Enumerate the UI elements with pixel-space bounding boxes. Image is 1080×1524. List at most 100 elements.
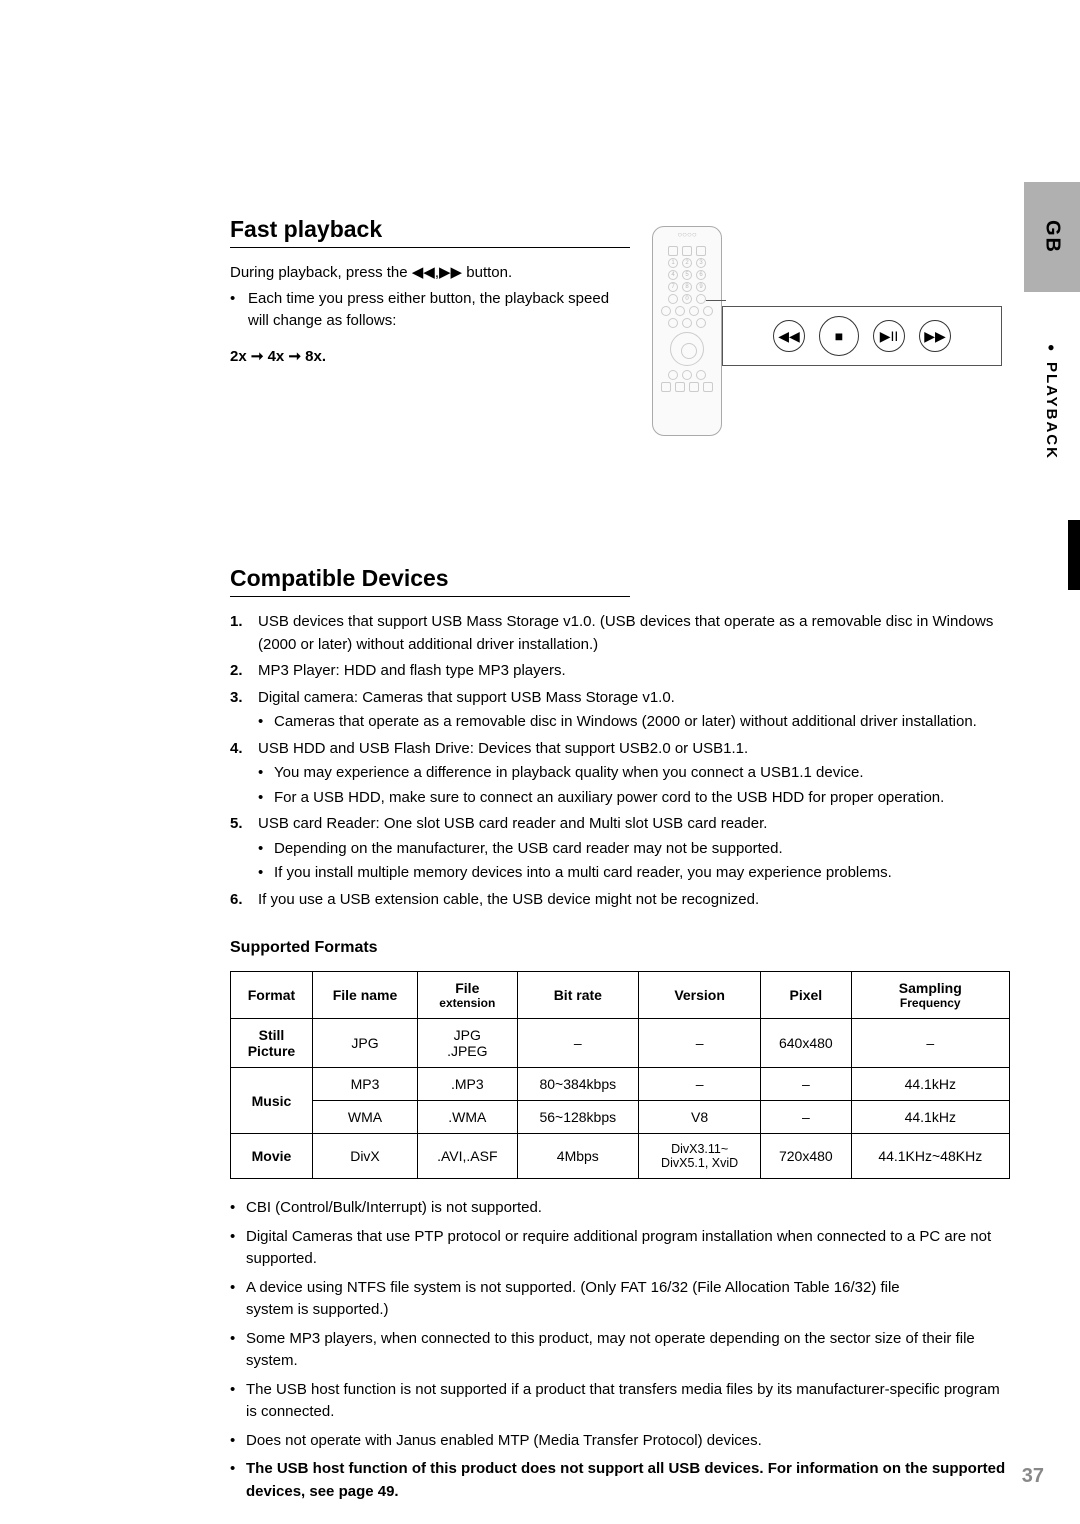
table-cell: 80~384kbps: [517, 1068, 639, 1101]
table-cell: .WMA: [418, 1101, 518, 1134]
fast-forward-icon: ▶▶: [439, 262, 462, 284]
sub-bullet-text: Depending on the manufacturer, the USB c…: [274, 838, 783, 861]
table-cell: –: [517, 1019, 639, 1068]
item-text: USB card Reader: One slot USB card reade…: [258, 813, 1010, 836]
table-cell: –: [639, 1068, 761, 1101]
item-number: 3.: [230, 687, 258, 734]
item-body: MP3 Player: HDD and flash type MP3 playe…: [258, 660, 1010, 683]
bullet-mark: •: [230, 1277, 246, 1322]
column-header: Pixel: [761, 972, 851, 1019]
bullet-mark: •: [258, 711, 274, 734]
bullet-mark: •: [258, 762, 274, 785]
notes-list: • CBI (Control/Bulk/Interrupt) is not sup…: [230, 1197, 1010, 1503]
text: During playback, press the: [230, 264, 412, 281]
play-pause-icon: ▶II: [880, 328, 899, 345]
note-text: Some MP3 players, when connected to this…: [246, 1328, 1010, 1373]
item-body: Digital camera: Cameras that support USB…: [258, 687, 1010, 734]
heading-rule: [230, 247, 630, 248]
bullet-text: Each time you press either button, the p…: [248, 288, 628, 332]
section-side-label: PLAYBACK: [1043, 340, 1060, 460]
page-number: 37: [1022, 1465, 1044, 1488]
item-number: 2.: [230, 660, 258, 683]
sub-bullet: •If you install multiple memory devices …: [258, 862, 1010, 885]
item-number: 1.: [230, 611, 258, 656]
note-item: •Digital Cameras that use PTP protocol o…: [230, 1226, 1010, 1271]
note-item: •CBI (Control/Bulk/Interrupt) is not sup…: [230, 1197, 1010, 1220]
rewind-button[interactable]: ◀◀: [773, 320, 805, 352]
note-text: A device using NTFS file system is not s…: [246, 1277, 1010, 1322]
table-row: StillPictureJPGJPG.JPEG––640x480–: [231, 1019, 1010, 1068]
list-item: 6.If you use a USB extension cable, the …: [230, 889, 1010, 912]
table-cell: 640x480: [761, 1019, 851, 1068]
remote-illustration: ○○○○ 123 456 789 0 ◀◀ ■ ▶II ▶▶: [650, 216, 1000, 436]
item-body: USB card Reader: One slot USB card reade…: [258, 813, 1010, 885]
supported-formats-table: FormatFile nameFileextensionBit rateVers…: [230, 971, 1010, 1179]
list-item: 3.Digital camera: Cameras that support U…: [230, 687, 1010, 734]
column-header: File name: [312, 972, 417, 1019]
table-cell: JPG: [312, 1019, 417, 1068]
sub-bullet: •For a USB HDD, make sure to connect an …: [258, 787, 1010, 810]
note-text: Does not operate with Janus enabled MTP …: [246, 1430, 1010, 1453]
item-body: USB devices that support USB Mass Storag…: [258, 611, 1010, 656]
text: button.: [466, 264, 512, 281]
remote-body: ○○○○ 123 456 789 0: [652, 226, 722, 436]
heading-compatible-devices: Compatible Devices: [230, 565, 630, 592]
sub-bullet: •Cameras that operate as a removable dis…: [258, 711, 1010, 734]
sub-bullet-text: If you install multiple memory devices i…: [274, 862, 892, 885]
sub-bullet-text: Cameras that operate as a removable disc…: [274, 711, 977, 734]
item-number: 6.: [230, 889, 258, 912]
table-cell: 44.1kHz: [851, 1068, 1009, 1101]
column-header: Fileextension: [418, 972, 518, 1019]
fast-forward-button[interactable]: ▶▶: [919, 320, 951, 352]
column-header: Format: [231, 972, 313, 1019]
table-cell: –: [639, 1019, 761, 1068]
compatible-devices-list: 1.USB devices that support USB Mass Stor…: [230, 611, 1010, 911]
bullet-mark: •: [258, 862, 274, 885]
column-header: Version: [639, 972, 761, 1019]
item-text: Digital camera: Cameras that support USB…: [258, 687, 1010, 710]
table-cell: 44.1kHz: [851, 1101, 1009, 1134]
side-index-bar: [1068, 520, 1080, 590]
bullet-mark: •: [258, 838, 274, 861]
item-body: USB HDD and USB Flash Drive: Devices tha…: [258, 738, 1010, 810]
bullet-mark: •: [230, 288, 248, 332]
table-cell: DivX: [312, 1134, 417, 1179]
item-body: If you use a USB extension cable, the US…: [258, 889, 1010, 912]
region-tab-label: GB: [1041, 220, 1064, 254]
table-cell: 720x480: [761, 1134, 851, 1179]
table-cell: .AVI,.ASF: [418, 1134, 518, 1179]
table-row: MusicMP3.MP380~384kbps––44.1kHz: [231, 1068, 1010, 1101]
column-header: SamplingFrequency: [851, 972, 1009, 1019]
sub-bullet-text: For a USB HDD, make sure to connect an a…: [274, 787, 944, 810]
bullet-mark: •: [258, 787, 274, 810]
column-header: Bit rate: [517, 972, 639, 1019]
region-tab: GB: [1024, 182, 1080, 292]
play-pause-button[interactable]: ▶II: [873, 320, 905, 352]
table-cell: –: [851, 1019, 1009, 1068]
table-cell: WMA: [312, 1101, 417, 1134]
bullet-mark: •: [230, 1379, 246, 1424]
stop-button[interactable]: ■: [819, 316, 859, 356]
table-cell: JPG.JPEG: [418, 1019, 518, 1068]
note-text: Digital Cameras that use PTP protocol or…: [246, 1226, 1010, 1271]
sub-bullet: •Depending on the manufacturer, the USB …: [258, 838, 1010, 861]
note-text: The USB host function is not supported i…: [246, 1379, 1010, 1424]
list-item: 2.MP3 Player: HDD and flash type MP3 pla…: [230, 660, 1010, 683]
table-cell: V8: [639, 1101, 761, 1134]
note-text: CBI (Control/Bulk/Interrupt) is not supp…: [246, 1197, 1010, 1220]
note-item: •The USB host function is not supported …: [230, 1379, 1010, 1424]
bullet-mark: •: [230, 1328, 246, 1373]
heading-rule: [230, 596, 630, 597]
table-row: WMA.WMA56~128kbpsV8–44.1kHz: [231, 1101, 1010, 1134]
table-row: MovieDivX.AVI,.ASF4MbpsDivX3.11~DivX5.1,…: [231, 1134, 1010, 1179]
playback-buttons-callout: ◀◀ ■ ▶II ▶▶: [722, 306, 1002, 366]
table-cell: –: [761, 1068, 851, 1101]
note-item-bold: •The USB host function of this product d…: [230, 1458, 1010, 1503]
item-text: USB devices that support USB Mass Storag…: [258, 611, 1010, 656]
fast-forward-icon: ▶▶: [924, 328, 946, 345]
table-cell: 44.1KHz~48KHz: [851, 1134, 1009, 1179]
row-header: Music: [231, 1068, 313, 1134]
table-cell: –: [761, 1101, 851, 1134]
item-text: If you use a USB extension cable, the US…: [258, 889, 1010, 912]
bullet-mark: •: [230, 1458, 246, 1503]
